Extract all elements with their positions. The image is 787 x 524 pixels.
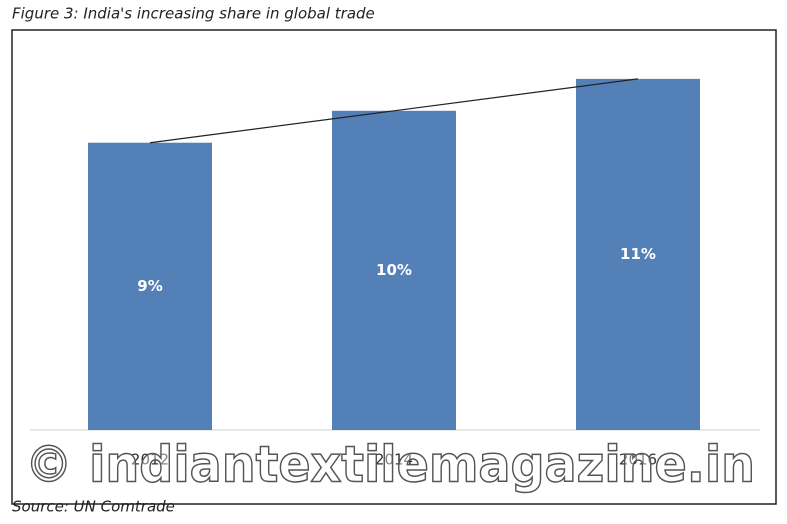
x-tick-label: 2014: [375, 451, 413, 469]
bar: [576, 78, 700, 430]
data-label: 10%: [376, 261, 412, 279]
trend-line: [149, 78, 639, 144]
data-label: 11%: [620, 245, 656, 263]
watermark: © indiantextilemagazine.in: [25, 436, 755, 494]
chart-title: Figure 3: India's increasing share in gl…: [12, 5, 375, 23]
source-note: Source: UN Comtrade: [12, 498, 175, 516]
bar: [88, 142, 212, 430]
x-tick-label: 2016: [619, 451, 657, 469]
chart-frame: [11, 29, 777, 505]
x-tick-label: 2012: [131, 451, 169, 469]
bar: [332, 110, 456, 431]
data-label: 9%: [137, 277, 162, 295]
